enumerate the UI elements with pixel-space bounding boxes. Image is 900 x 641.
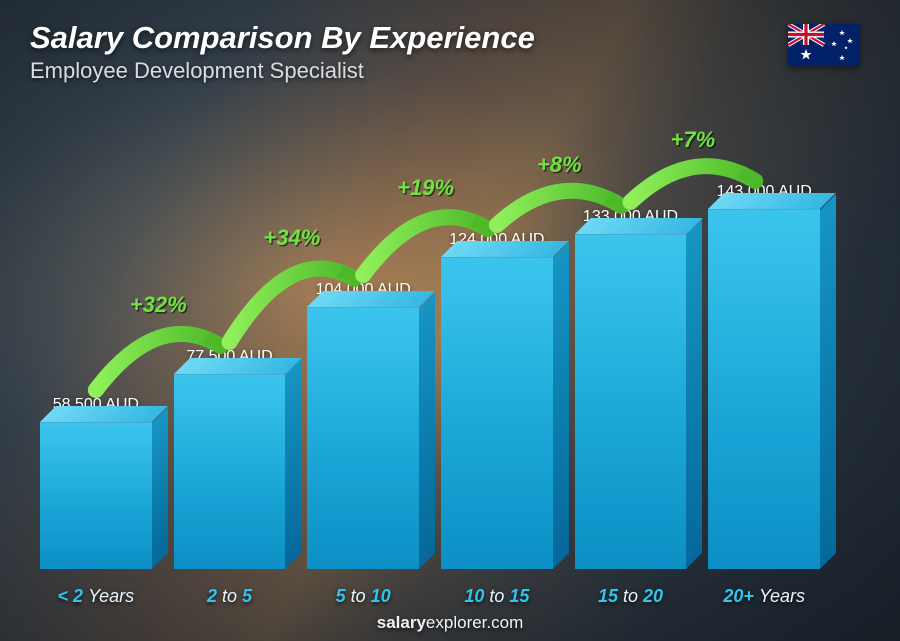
brand-bold: salary xyxy=(377,613,426,632)
bar-column: 77,500 AUD xyxy=(174,348,286,569)
bar-column: 143,000 AUD xyxy=(708,183,820,569)
bar xyxy=(708,209,820,569)
x-axis-label: 15 to 20 xyxy=(575,586,687,607)
bar xyxy=(40,422,152,569)
bar-column: 133,000 AUD xyxy=(575,208,687,569)
bar-column: 124,000 AUD xyxy=(441,231,553,569)
infographic-container: Salary Comparison By Experience Employee… xyxy=(0,0,900,641)
x-axis-label: 2 to 5 xyxy=(174,586,286,607)
x-axis-label: < 2 Years xyxy=(40,586,152,607)
x-axis-label: 5 to 10 xyxy=(307,586,419,607)
footer-attribution: salaryexplorer.com xyxy=(0,613,900,633)
bar xyxy=(441,257,553,569)
bars-container: 58,500 AUD 77,500 AUD 104,000 AUD 124,00… xyxy=(30,139,830,569)
bar-column: 58,500 AUD xyxy=(40,396,152,569)
bar xyxy=(174,374,286,569)
bar-column: 104,000 AUD xyxy=(307,281,419,569)
x-labels-container: < 2 Years 2 to 5 5 to 10 10 to 15 15 to 20 20… xyxy=(30,586,830,607)
header: Salary Comparison By Experience Employee… xyxy=(30,20,860,84)
chart-subtitle: Employee Development Specialist xyxy=(30,58,535,84)
bar xyxy=(307,307,419,569)
chart-area: Average Yearly Salary 58,500 AUD 77,500 … xyxy=(30,102,860,641)
bar xyxy=(575,234,687,569)
australia-flag-icon xyxy=(788,24,860,66)
x-axis-label: 20+ Years xyxy=(708,586,820,607)
brand-rest: explorer.com xyxy=(426,613,523,632)
chart-title: Salary Comparison By Experience xyxy=(30,20,535,56)
x-axis-label: 10 to 15 xyxy=(441,586,553,607)
